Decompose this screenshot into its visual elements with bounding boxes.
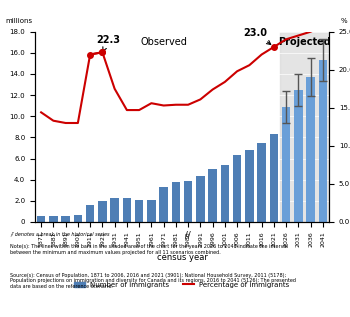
Bar <box>233 155 241 222</box>
Text: //: // <box>185 230 191 239</box>
Bar <box>98 201 107 222</box>
Bar <box>220 165 229 222</box>
Bar <box>74 215 82 222</box>
Bar <box>318 60 327 222</box>
Legend: Number of immigrants, Percentage of immigrants: Number of immigrants, Percentage of immi… <box>72 279 292 291</box>
Bar <box>257 143 266 222</box>
Bar <box>196 177 205 222</box>
Text: // denotes a break in the historical series: // denotes a break in the historical ser… <box>10 231 110 236</box>
Bar <box>280 32 329 222</box>
Bar <box>147 200 156 222</box>
Text: %: % <box>341 18 348 24</box>
Bar <box>61 216 70 222</box>
Bar <box>110 197 119 222</box>
Text: Projected: Projected <box>278 37 331 47</box>
Text: 22.3: 22.3 <box>96 35 120 51</box>
Bar <box>270 134 278 222</box>
Text: Source(s): Census of Population, 1871 to 2006, 2016 and 2021 (3901); National Ho: Source(s): Census of Population, 1871 to… <box>10 273 296 289</box>
X-axis label: census year: census year <box>156 253 208 262</box>
Bar <box>49 216 58 222</box>
Bar <box>172 182 180 222</box>
Bar <box>184 181 192 222</box>
Bar <box>208 169 217 222</box>
Text: millions: millions <box>6 18 33 24</box>
Bar <box>245 150 254 222</box>
Bar <box>282 107 290 222</box>
Bar <box>159 187 168 222</box>
Bar <box>135 200 144 222</box>
Text: Note(s): The lines within the bars in the shaded area of the chart for the years: Note(s): The lines within the bars in th… <box>10 244 288 255</box>
Bar <box>306 77 315 222</box>
Bar <box>86 205 94 222</box>
Bar <box>37 216 46 222</box>
Text: 23.0: 23.0 <box>243 28 271 44</box>
Bar <box>122 197 131 222</box>
Bar <box>294 90 303 222</box>
Text: Observed: Observed <box>140 37 187 47</box>
